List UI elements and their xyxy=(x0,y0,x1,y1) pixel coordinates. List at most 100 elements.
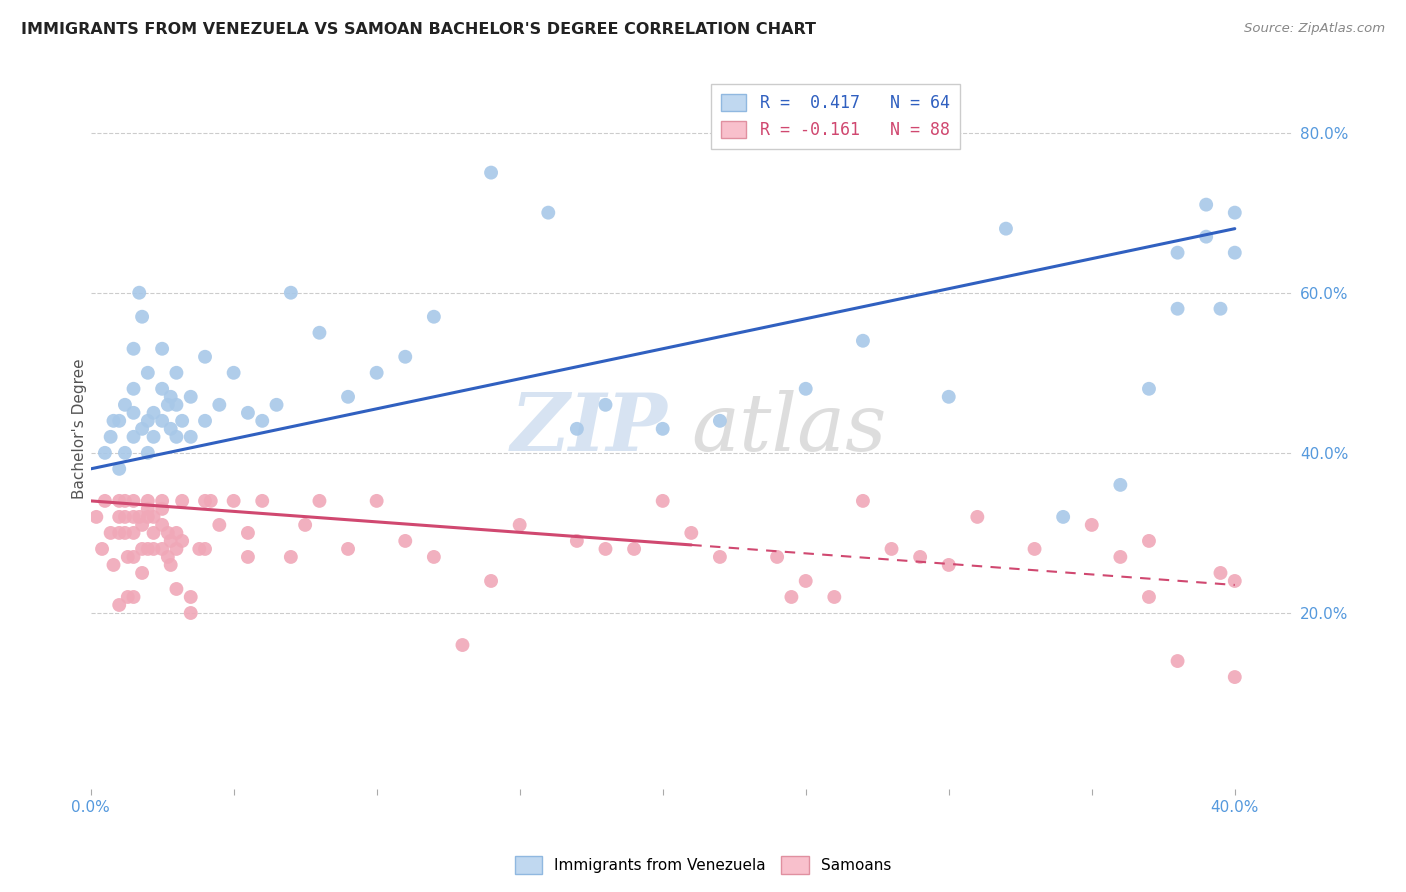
Point xyxy=(1223,670,1246,684)
Point xyxy=(136,502,159,516)
Point xyxy=(194,350,217,364)
Point xyxy=(108,598,131,612)
Point xyxy=(451,638,474,652)
Point xyxy=(479,166,502,180)
Point xyxy=(103,558,125,572)
Point xyxy=(794,382,817,396)
Point xyxy=(122,382,145,396)
Legend: R =  0.417   N = 64, R = -0.161   N = 88: R = 0.417 N = 64, R = -0.161 N = 88 xyxy=(711,84,960,149)
Point xyxy=(194,414,217,428)
Text: IMMIGRANTS FROM VENEZUELA VS SAMOAN BACHELOR'S DEGREE CORRELATION CHART: IMMIGRANTS FROM VENEZUELA VS SAMOAN BACH… xyxy=(21,22,815,37)
Point xyxy=(131,517,153,532)
Point xyxy=(1195,197,1218,211)
Point xyxy=(938,390,960,404)
Point xyxy=(222,494,245,508)
Point xyxy=(165,430,187,444)
Point xyxy=(337,541,360,556)
Point xyxy=(136,509,159,524)
Point xyxy=(122,509,145,524)
Legend: Immigrants from Venezuela, Samoans: Immigrants from Venezuela, Samoans xyxy=(509,850,897,880)
Point xyxy=(114,446,136,460)
Point xyxy=(709,414,731,428)
Point xyxy=(159,390,181,404)
Point xyxy=(128,509,150,524)
Point xyxy=(150,382,173,396)
Point xyxy=(150,342,173,356)
Point xyxy=(194,541,217,556)
Point xyxy=(852,334,875,348)
Point xyxy=(908,549,931,564)
Point xyxy=(136,541,159,556)
Point xyxy=(131,541,153,556)
Point xyxy=(165,582,187,596)
Point xyxy=(117,590,139,604)
Y-axis label: Bachelor's Degree: Bachelor's Degree xyxy=(72,359,87,500)
Point xyxy=(156,398,179,412)
Point xyxy=(938,558,960,572)
Point xyxy=(294,517,316,532)
Point xyxy=(142,541,165,556)
Point xyxy=(423,549,446,564)
Point xyxy=(823,590,845,604)
Text: ZIP: ZIP xyxy=(510,390,668,467)
Point xyxy=(280,549,302,564)
Point xyxy=(194,494,217,508)
Point xyxy=(252,494,274,508)
Point xyxy=(156,525,179,540)
Point xyxy=(880,541,903,556)
Point xyxy=(122,342,145,356)
Point xyxy=(114,525,136,540)
Point xyxy=(565,422,588,436)
Point xyxy=(1137,533,1160,548)
Point xyxy=(394,533,416,548)
Point xyxy=(136,414,159,428)
Point xyxy=(1137,590,1160,604)
Point xyxy=(1024,541,1046,556)
Point xyxy=(150,517,173,532)
Point xyxy=(308,326,330,340)
Point xyxy=(150,414,173,428)
Point xyxy=(114,494,136,508)
Point xyxy=(681,525,703,540)
Point xyxy=(142,430,165,444)
Point xyxy=(651,422,673,436)
Point xyxy=(136,446,159,460)
Point xyxy=(122,590,145,604)
Point xyxy=(595,541,617,556)
Point xyxy=(200,494,222,508)
Point xyxy=(159,422,181,436)
Point xyxy=(150,502,173,516)
Point xyxy=(252,414,274,428)
Point xyxy=(1167,301,1189,316)
Point xyxy=(122,549,145,564)
Point xyxy=(114,509,136,524)
Point xyxy=(94,494,117,508)
Point xyxy=(565,533,588,548)
Point xyxy=(623,541,645,556)
Point xyxy=(156,549,179,564)
Point xyxy=(1109,478,1132,492)
Point xyxy=(1167,654,1189,668)
Point xyxy=(966,509,988,524)
Point xyxy=(122,430,145,444)
Point xyxy=(794,574,817,588)
Point xyxy=(1209,566,1232,580)
Point xyxy=(709,549,731,564)
Point xyxy=(180,390,202,404)
Point xyxy=(108,462,131,476)
Point xyxy=(150,541,173,556)
Point xyxy=(266,398,288,412)
Point xyxy=(172,533,194,548)
Point xyxy=(94,446,117,460)
Point xyxy=(537,205,560,219)
Point xyxy=(100,430,122,444)
Point xyxy=(780,590,803,604)
Point xyxy=(1223,205,1246,219)
Point xyxy=(188,541,211,556)
Point xyxy=(308,494,330,508)
Point xyxy=(994,221,1017,235)
Point xyxy=(236,406,259,420)
Point xyxy=(165,541,187,556)
Point xyxy=(180,606,202,620)
Point xyxy=(1223,245,1246,260)
